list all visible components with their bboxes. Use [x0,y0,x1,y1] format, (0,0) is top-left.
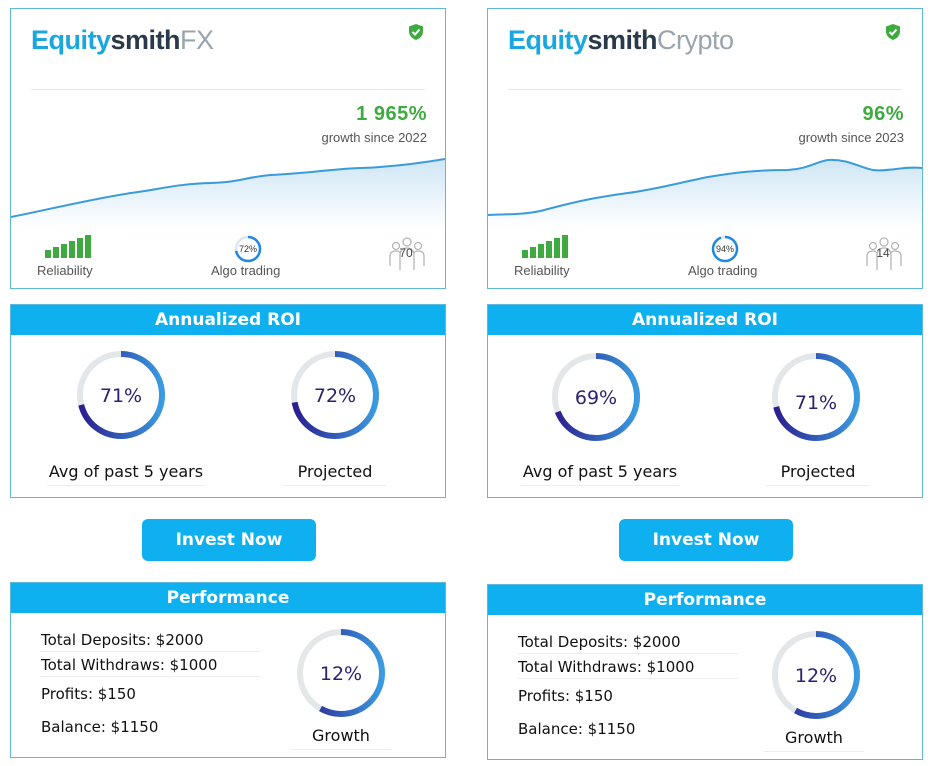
growth-value: 1 965% [356,103,427,125]
profits: Profits: $150 [41,685,136,703]
roi-avg-label: Avg of past 5 years [47,462,205,486]
total-withdraws: Total Withdraws: $1000 [518,658,738,679]
card-header: Performance [11,583,445,613]
fund-column-fx: EquitysmithFX 1 965% growth since 2022 [10,0,448,766]
algo-percent: 72% [239,244,257,254]
verified-shield-icon [886,24,900,40]
performance-card: Performance Total Deposits: $2000 Total … [487,584,923,760]
roi-projected-label: Projected [766,462,870,486]
reliability-bars-icon [45,235,91,258]
performance-card: Performance Total Deposits: $2000 Total … [10,582,446,758]
verified-shield-icon [409,24,423,40]
algo-percent: 94% [716,244,734,254]
profits: Profits: $150 [518,687,613,705]
subscribers-people-icon [389,237,425,270]
reliability-label: Reliability [37,263,93,278]
subscriber-count: 14 [876,246,890,260]
divider [31,89,425,90]
total-deposits: Total Deposits: $2000 [518,633,738,654]
roi-avg-ring: 69% [552,353,640,441]
algo-trading-ring: 72% [234,235,262,263]
growth-value: 96% [862,103,904,125]
invest-now-button[interactable]: Invest Now [619,519,793,561]
algo-trading-label: Algo trading [211,263,281,278]
growth-value: 12% [320,663,362,685]
brand-logo: EquitysmithFX [31,25,214,55]
fund-column-crypto: EquitysmithCrypto 96% growth since 2023 [487,0,925,766]
growth-sparkline [488,158,922,229]
algo-trading-ring: 94% [711,235,739,263]
roi-avg-value: 69% [575,387,617,409]
invest-now-button[interactable]: Invest Now [142,519,316,561]
brand-logo: EquitysmithCrypto [508,25,734,55]
fund-widget-fx[interactable]: EquitysmithFX 1 965% growth since 2022 [10,8,446,289]
card-header: Annualized ROI [11,305,445,335]
growth-ring-label: Growth [764,728,864,752]
divider [508,89,902,90]
roi-projected-value: 72% [314,385,356,407]
card-header: Performance [488,585,922,615]
annualized-roi-card: Annualized ROI 71% Avg of past 5 years 7… [10,304,446,498]
roi-projected-value: 71% [795,392,837,414]
subscriber-count: 70 [399,246,413,260]
card-header: Annualized ROI [488,305,922,335]
total-withdraws: Total Withdraws: $1000 [41,656,261,677]
roi-avg-value: 71% [100,385,142,407]
fund-widget-crypto[interactable]: EquitysmithCrypto 96% growth since 2023 [487,8,923,289]
roi-projected-label: Projected [283,462,387,486]
roi-projected-ring: 72% [291,351,379,439]
growth-label: growth since 2022 [321,130,427,145]
reliability-label: Reliability [514,263,570,278]
annualized-roi-card: Annualized ROI 69% Avg of past 5 years 7… [487,304,923,498]
growth-label: growth since 2023 [798,130,904,145]
growth-ring: 12% [297,629,385,717]
roi-projected-ring: 71% [772,353,860,441]
balance: Balance: $1150 [518,720,636,738]
algo-trading-label: Algo trading [688,263,758,278]
reliability-bars-icon [522,235,568,258]
roi-avg-label: Avg of past 5 years [521,462,679,486]
growth-ring: 12% [772,631,860,719]
subscribers-people-icon [866,237,902,270]
growth-ring-label: Growth [291,726,391,750]
total-deposits: Total Deposits: $2000 [41,631,261,652]
growth-sparkline [11,158,445,229]
balance: Balance: $1150 [41,718,159,736]
roi-avg-ring: 71% [77,351,165,439]
growth-value: 12% [795,665,837,687]
